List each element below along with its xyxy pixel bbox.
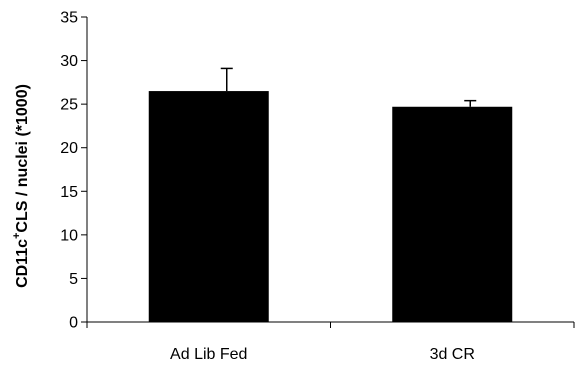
bar-3d-cr <box>392 106 513 322</box>
y-axis-title-superscript: + <box>11 233 23 239</box>
bar-ad-lib-fed <box>148 91 269 322</box>
y-tick-label: 25 <box>60 97 78 114</box>
error-bars <box>220 67 477 107</box>
y-axis-title: CD11c+CLS / nuclei (*1000) <box>11 84 31 288</box>
bars <box>148 91 513 322</box>
y-tick-label: 10 <box>60 227 78 244</box>
y-tick-label: 15 <box>60 184 78 201</box>
y-axis-title-prefix: CD11c <box>14 239 31 288</box>
x-axis-labels: Ad Lib Fed 3d CR <box>170 346 475 363</box>
y-tick-label: 5 <box>69 271 78 288</box>
x-axis-ticks <box>86 322 575 328</box>
x-category-label: Ad Lib Fed <box>170 346 247 363</box>
y-tick-label: 20 <box>60 140 78 157</box>
y-tick-label: 0 <box>69 315 78 332</box>
y-axis-title-suffix: CLS / nuclei (*1000) <box>14 84 31 233</box>
x-category-label: 3d CR <box>430 346 475 363</box>
y-axis-ticks: 0 5 10 15 20 25 30 35 <box>60 10 87 332</box>
y-tick-label: 35 <box>60 10 78 27</box>
y-tick-label: 30 <box>60 53 78 70</box>
